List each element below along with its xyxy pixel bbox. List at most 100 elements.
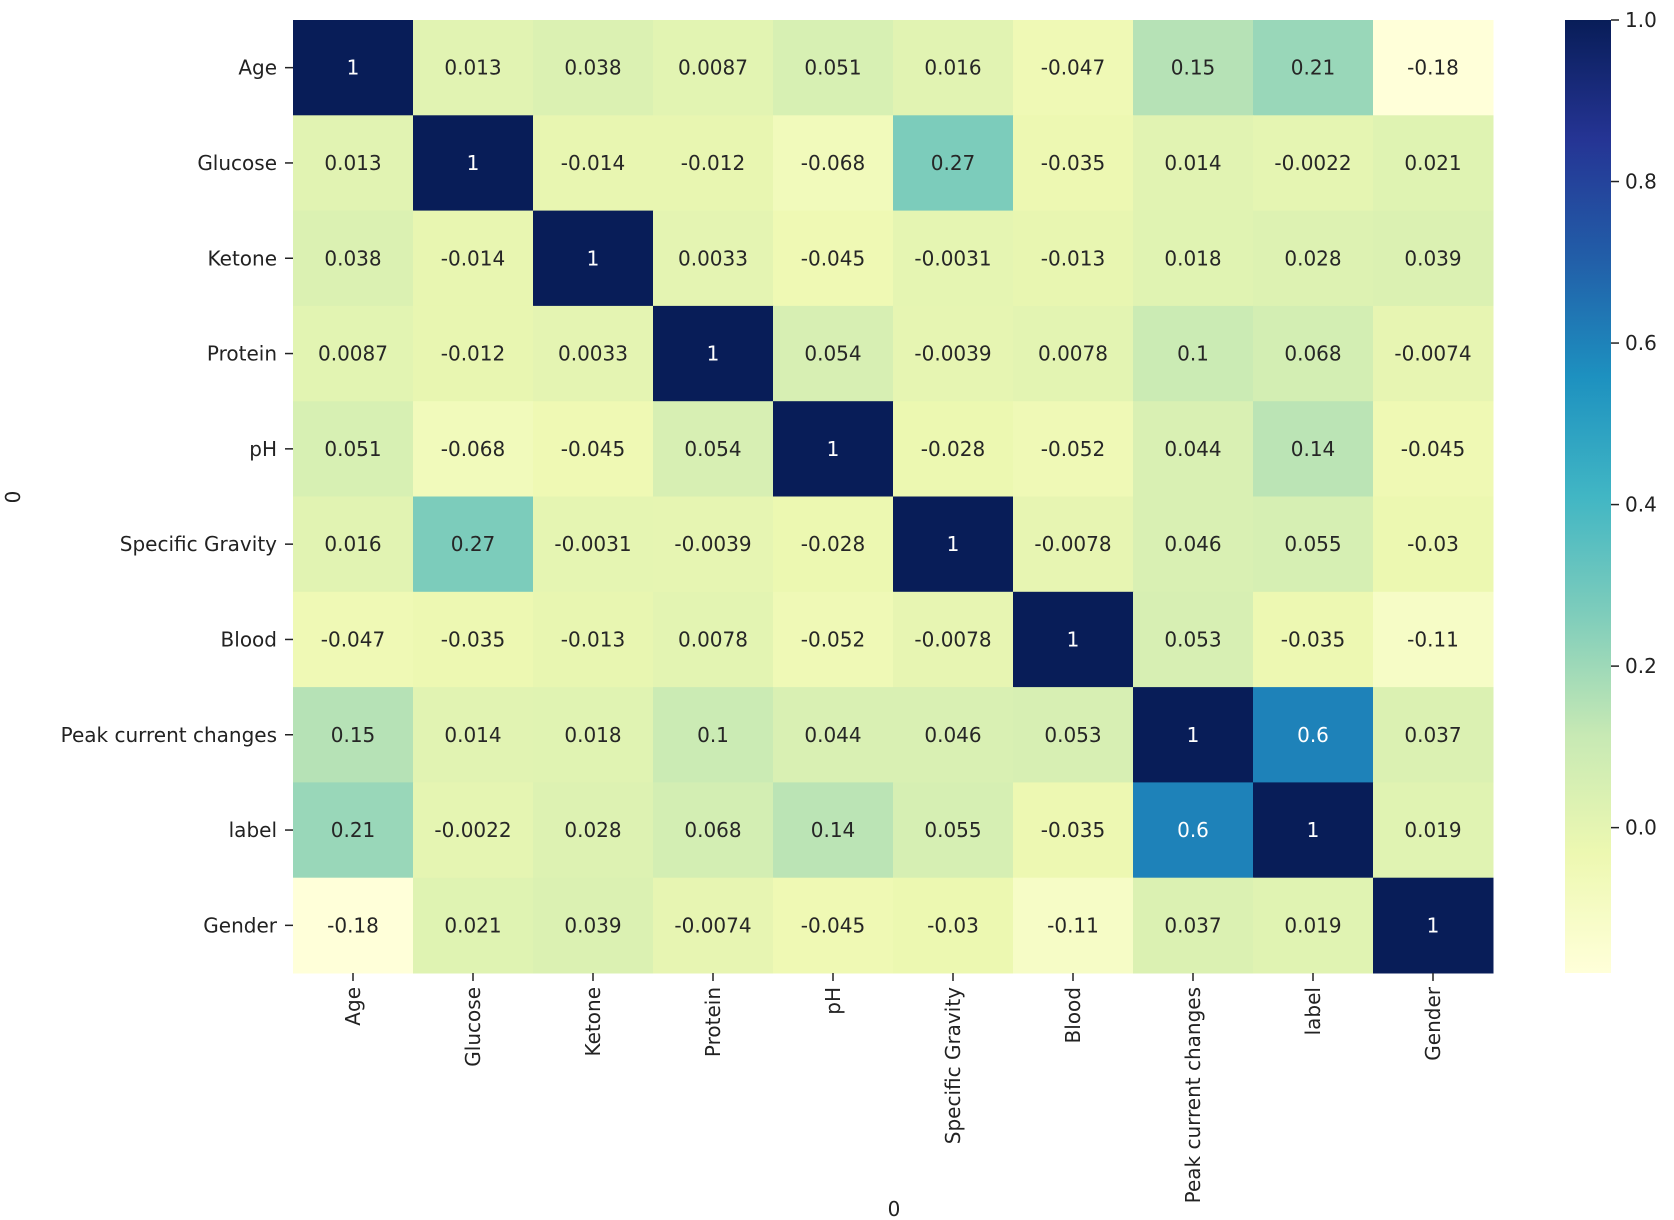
- cell-value-label: 0.037: [1404, 723, 1461, 747]
- heatmap-cell: [653, 210, 774, 307]
- y-tick-label: pH: [249, 437, 277, 461]
- cell-value-label: 0.0087: [678, 56, 748, 80]
- heatmap-cell: [533, 687, 654, 783]
- cell-value-label: 0.013: [444, 56, 501, 80]
- heatmap-cell: [653, 401, 774, 497]
- heatmap-cell: [1133, 305, 1254, 402]
- cell-value-label: 0.053: [1164, 627, 1221, 651]
- x-tick-label: Protein: [701, 987, 725, 1057]
- cell-value-label: 0.013: [324, 151, 381, 175]
- heatmap-cell: [773, 591, 894, 688]
- heatmap-cell: [413, 877, 534, 974]
- x-tick-label: Glucose: [461, 987, 485, 1067]
- cell-value-label: 0.068: [1284, 342, 1341, 366]
- heatmap-cell: [653, 20, 774, 116]
- heatmap-cell: [1253, 496, 1374, 593]
- cell-value-label: -0.0039: [674, 532, 751, 556]
- heatmap-cell: [1013, 20, 1134, 116]
- cell-value-label: 0.051: [324, 437, 381, 461]
- cell-value-label: -0.068: [801, 151, 865, 175]
- y-tick-label: Protein: [207, 342, 277, 366]
- heatmap-cell: [1133, 687, 1254, 783]
- heatmap-cell: [413, 20, 534, 116]
- y-tick-label: Glucose: [197, 151, 277, 175]
- colorbar-tick-label: 0.8: [1625, 170, 1657, 194]
- cell-value-label: 0.0033: [678, 246, 748, 270]
- cell-value-label: -0.0078: [914, 627, 991, 651]
- heatmap-cell: [293, 115, 414, 212]
- cell-value-label: -0.045: [801, 246, 865, 270]
- heatmap-cell: [1253, 305, 1374, 402]
- heatmap-cell: [1373, 782, 1494, 879]
- y-tick-label: Peak current changes: [61, 723, 277, 747]
- heatmap-cell: [1133, 20, 1254, 116]
- heatmap-cell: [1253, 591, 1374, 688]
- heatmap-cell: [413, 591, 534, 688]
- heatmap-cell: [653, 115, 774, 212]
- heatmap-cell: [413, 687, 534, 783]
- heatmap-cell: [773, 20, 894, 116]
- cell-value-label: 0.068: [684, 818, 741, 842]
- cell-value-label: 1: [827, 437, 840, 461]
- heatmap-cell: [893, 782, 1014, 879]
- heatmap-cell: [1373, 687, 1494, 783]
- heatmap-cell: [653, 687, 774, 783]
- heatmap-cell: [413, 115, 534, 212]
- cell-value-label: -0.014: [561, 151, 625, 175]
- heatmap-cell: [1013, 591, 1134, 688]
- cell-value-label: -0.028: [921, 437, 985, 461]
- cell-value-label: 0.044: [804, 723, 861, 747]
- heatmap-cell: [413, 210, 534, 307]
- cell-value-label: 1: [1187, 723, 1200, 747]
- y-axis: Age Glucose Ketone Protein pH Specific Gravit…: [61, 56, 293, 937]
- heatmap-cell: [1373, 20, 1494, 116]
- heatmap-cell: [1253, 687, 1374, 783]
- heatmap-cell: [893, 877, 1014, 974]
- cell-value-label: -0.045: [561, 437, 625, 461]
- heatmap-cell: [413, 782, 534, 879]
- cell-value-label: 1: [1427, 913, 1440, 937]
- cell-value-label: 1: [347, 56, 360, 80]
- cell-value-label: 0.014: [1164, 151, 1221, 175]
- cell-value-label: -0.03: [1407, 532, 1459, 556]
- cell-value-label: 0.014: [444, 723, 501, 747]
- heatmap-cell: [1373, 591, 1494, 688]
- cell-value-label: 0.028: [1284, 246, 1341, 270]
- cell-value-label: 0.0078: [678, 627, 748, 651]
- cell-value-label: 0.021: [444, 913, 501, 937]
- cell-value-label: 0.6: [1297, 723, 1329, 747]
- cell-value-label: 0.1: [697, 723, 729, 747]
- heatmap-cell: [1373, 115, 1494, 212]
- y-tick-label: Blood: [221, 627, 277, 651]
- x-tick-label: Gender: [1421, 986, 1445, 1060]
- heatmap-cell: [1013, 401, 1134, 497]
- heatmap-cell: [1013, 782, 1134, 879]
- cell-value-label: 0.016: [924, 56, 981, 80]
- cell-value-label: -0.012: [681, 151, 745, 175]
- x-tick-label: label: [1301, 987, 1325, 1035]
- cell-value-label: 1: [587, 246, 600, 270]
- cell-value-label: -0.03: [927, 913, 979, 937]
- heatmap-cell: [293, 877, 414, 974]
- cell-value-label: -0.0039: [914, 342, 991, 366]
- cell-value-label: 0.14: [1291, 437, 1336, 461]
- cell-value-label: 0.0087: [318, 342, 388, 366]
- heatmap-cell: [773, 115, 894, 212]
- x-axis-label: 0: [888, 1197, 901, 1220]
- heatmap-cell: [893, 210, 1014, 307]
- cell-value-label: 0.044: [1164, 437, 1221, 461]
- heatmap-cell: [653, 591, 774, 688]
- cell-value-label: -0.047: [1041, 56, 1105, 80]
- heatmap-cell: [773, 877, 894, 974]
- cell-value-label: 0.018: [1164, 246, 1221, 270]
- y-tick-label: Ketone: [208, 246, 277, 270]
- heatmap-cell: [293, 401, 414, 497]
- cell-value-label: 0.046: [1164, 532, 1221, 556]
- cell-value-label: 0.046: [924, 723, 981, 747]
- cell-value-label: -0.045: [801, 913, 865, 937]
- cell-value-label: 0.016: [324, 532, 381, 556]
- heatmap-cell: [893, 115, 1014, 212]
- heatmap-cells: [293, 20, 1494, 974]
- heatmap-cell: [773, 210, 894, 307]
- cell-value-label: 0.039: [564, 913, 621, 937]
